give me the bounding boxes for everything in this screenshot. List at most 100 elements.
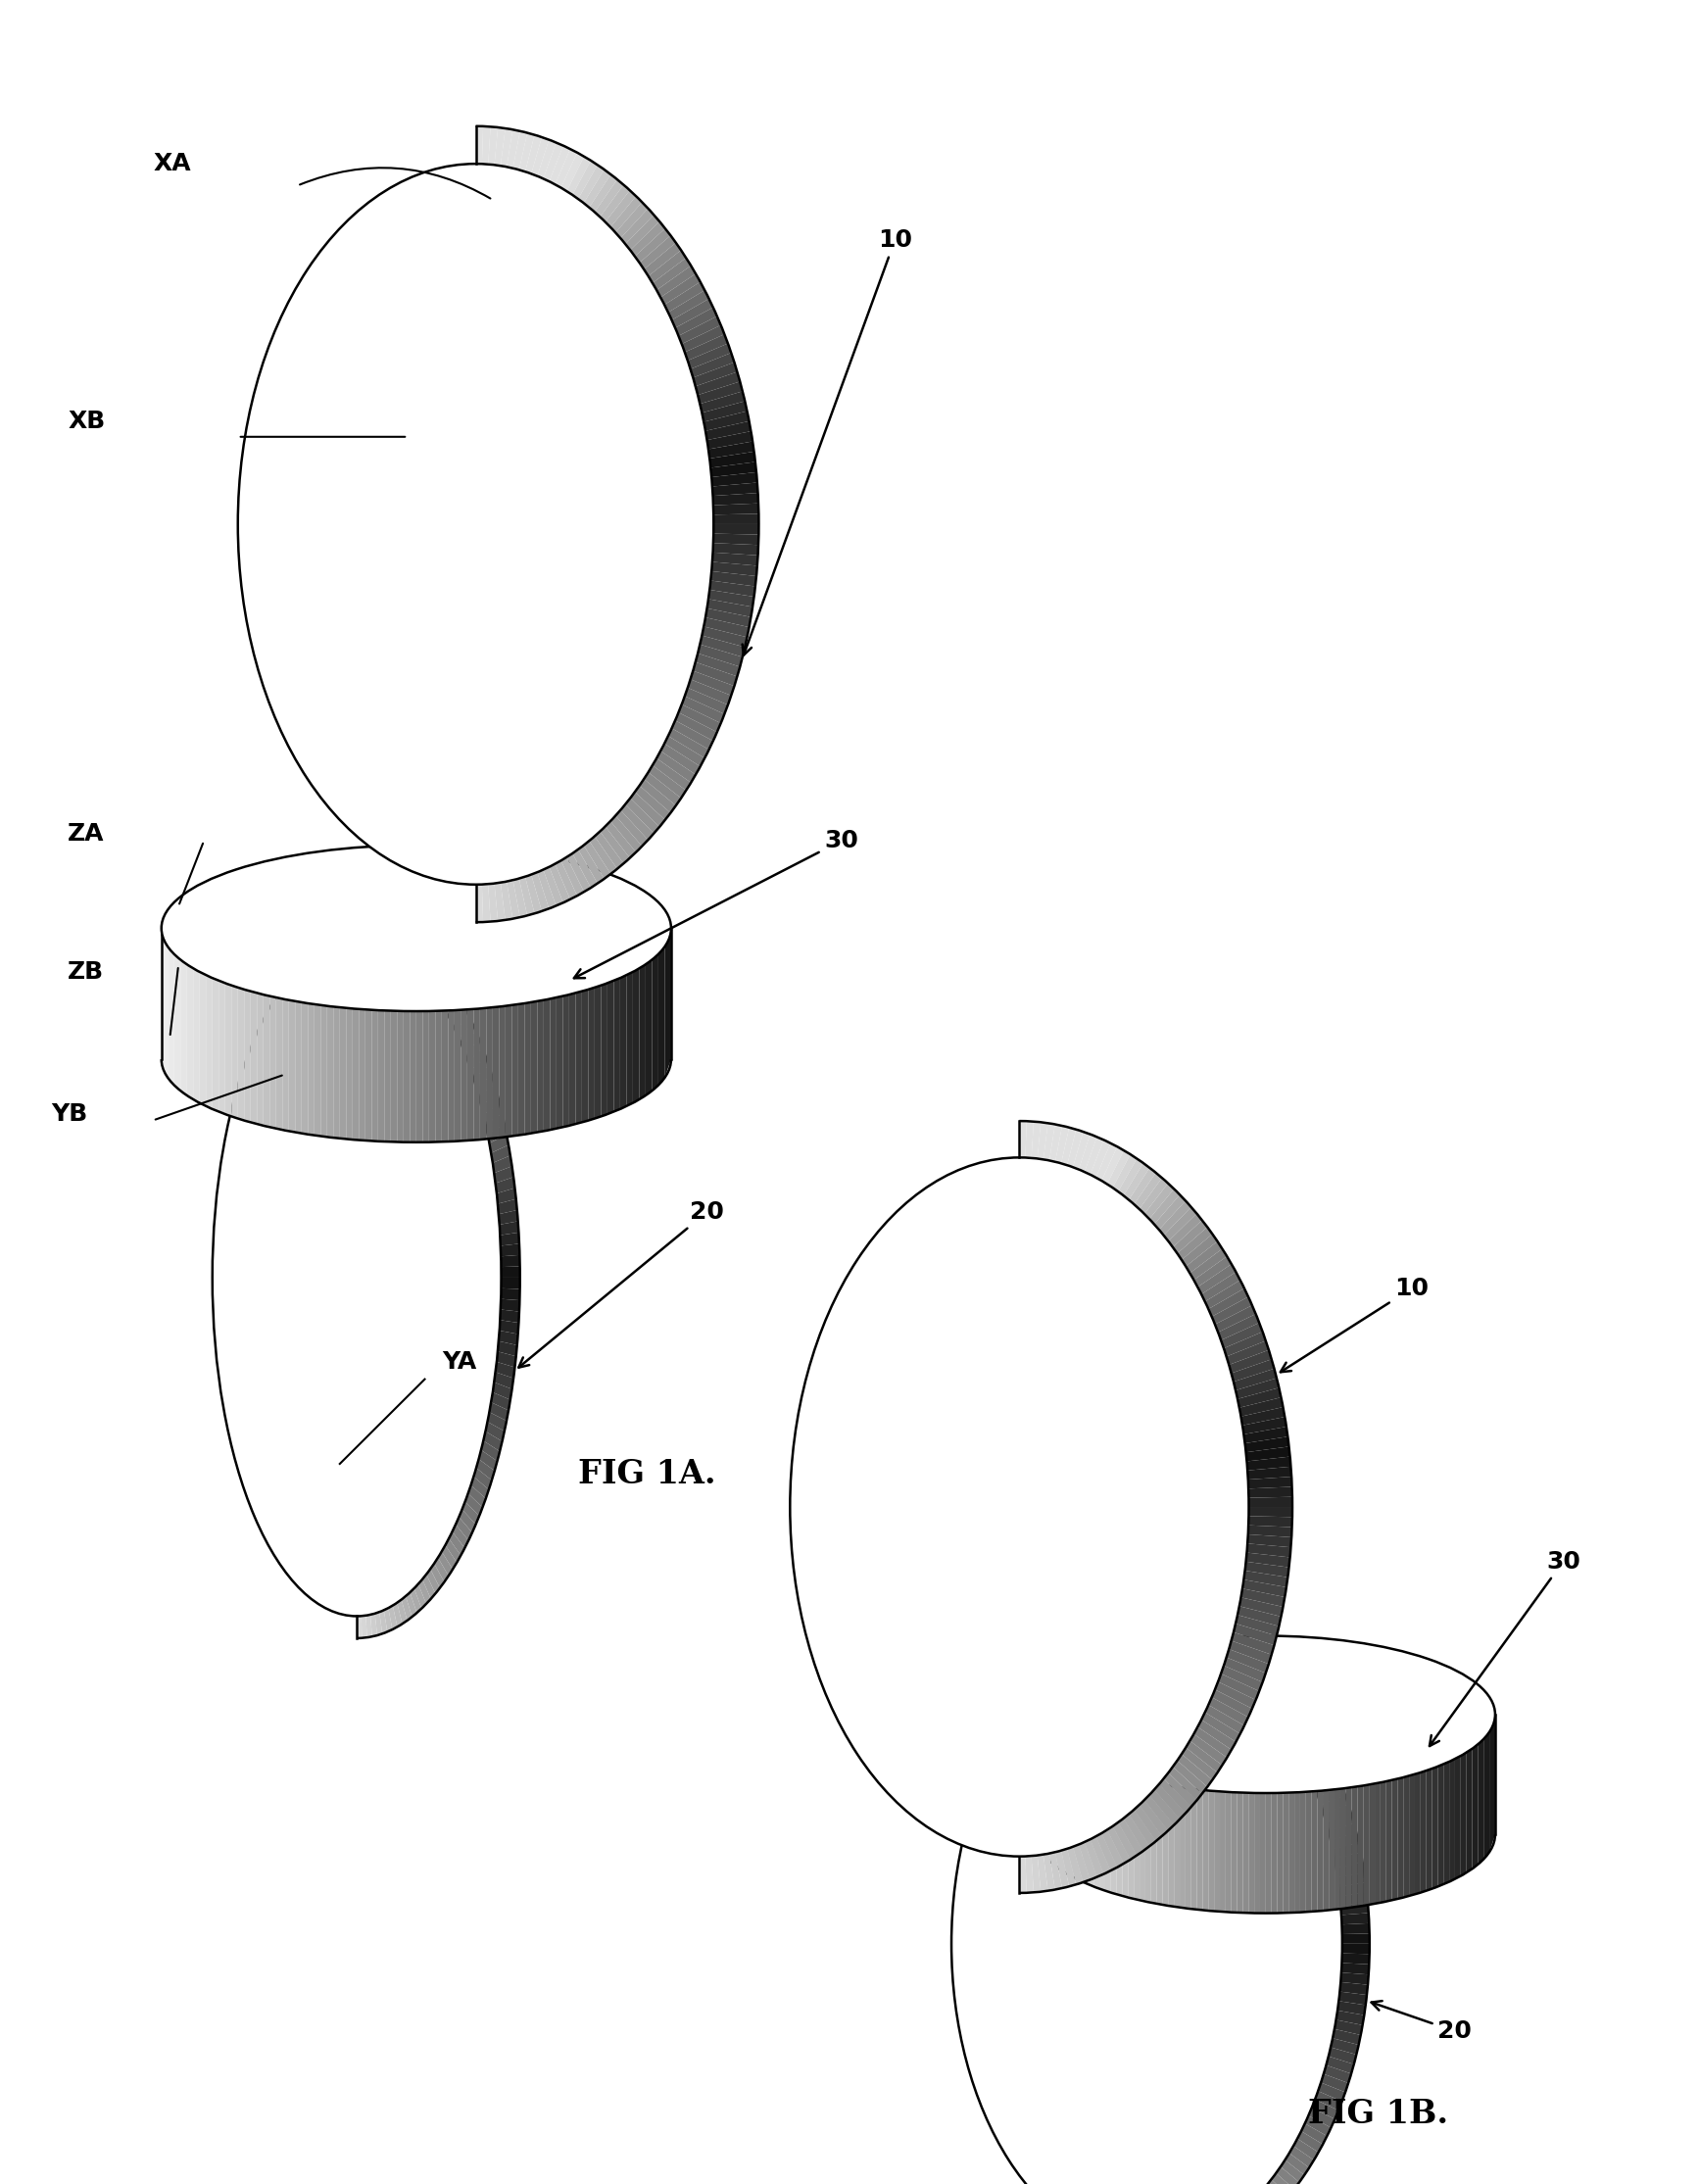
Polygon shape [496, 1177, 515, 1192]
Polygon shape [1128, 1778, 1133, 1898]
Polygon shape [423, 1011, 428, 1142]
Polygon shape [1169, 1767, 1201, 1800]
Polygon shape [1189, 1625, 1203, 1647]
Polygon shape [486, 1114, 505, 1133]
Polygon shape [1271, 1693, 1295, 1714]
Polygon shape [1181, 1234, 1218, 1267]
Polygon shape [518, 1002, 525, 1136]
Polygon shape [1261, 1793, 1266, 1913]
Polygon shape [1154, 1784, 1186, 1819]
Polygon shape [1249, 1496, 1293, 1507]
Polygon shape [1140, 1780, 1145, 1902]
Polygon shape [1352, 1787, 1358, 1907]
Polygon shape [1091, 1140, 1111, 1177]
Polygon shape [488, 1125, 506, 1142]
Polygon shape [308, 1002, 314, 1136]
Polygon shape [544, 867, 562, 906]
Polygon shape [693, 363, 737, 387]
Polygon shape [1084, 1839, 1104, 1876]
Polygon shape [1154, 1616, 1160, 1638]
Polygon shape [644, 242, 681, 275]
Polygon shape [1062, 1850, 1075, 1887]
Polygon shape [438, 978, 452, 1005]
Polygon shape [1337, 2001, 1366, 2016]
Polygon shape [610, 815, 642, 852]
Polygon shape [1237, 1605, 1281, 1627]
Polygon shape [489, 1133, 508, 1153]
Polygon shape [474, 1468, 491, 1489]
Polygon shape [1312, 1769, 1339, 1789]
Polygon shape [583, 989, 588, 1123]
Polygon shape [452, 1007, 469, 1031]
Polygon shape [347, 1009, 353, 1140]
Polygon shape [1308, 1760, 1335, 1780]
Polygon shape [1218, 1315, 1259, 1341]
Polygon shape [415, 1583, 426, 1607]
Polygon shape [398, 1599, 408, 1625]
Polygon shape [449, 1011, 454, 1142]
Polygon shape [1218, 1673, 1259, 1699]
Polygon shape [1191, 1789, 1196, 1909]
Polygon shape [664, 736, 705, 767]
Polygon shape [520, 876, 535, 915]
Polygon shape [635, 229, 671, 262]
Polygon shape [454, 1009, 460, 1142]
Polygon shape [562, 994, 569, 1127]
Polygon shape [1036, 1714, 1041, 1852]
Polygon shape [1201, 1712, 1240, 1743]
Polygon shape [455, 1518, 472, 1540]
Polygon shape [1315, 2090, 1342, 2110]
Polygon shape [257, 994, 263, 1125]
Polygon shape [1113, 1155, 1137, 1192]
Polygon shape [646, 959, 652, 1096]
Polygon shape [1169, 1214, 1201, 1247]
Polygon shape [1305, 2116, 1330, 2136]
Polygon shape [200, 972, 206, 1105]
Polygon shape [488, 882, 498, 922]
Polygon shape [690, 354, 734, 378]
Polygon shape [404, 1011, 409, 1142]
Polygon shape [675, 308, 717, 336]
Polygon shape [1179, 1787, 1186, 1909]
Polygon shape [1312, 2099, 1339, 2118]
Polygon shape [513, 878, 527, 917]
Polygon shape [409, 1011, 416, 1142]
Polygon shape [483, 127, 491, 164]
Polygon shape [476, 1075, 494, 1096]
Polygon shape [1307, 1791, 1312, 1911]
Polygon shape [635, 786, 671, 819]
Polygon shape [1149, 1188, 1179, 1225]
Polygon shape [1324, 1804, 1351, 1821]
Polygon shape [1346, 1787, 1352, 1909]
Polygon shape [1290, 2147, 1313, 2169]
Polygon shape [1171, 1618, 1183, 1642]
Polygon shape [506, 129, 520, 168]
Polygon shape [710, 572, 756, 587]
Polygon shape [1218, 1640, 1235, 1664]
Polygon shape [1189, 1734, 1227, 1765]
Polygon shape [698, 382, 742, 404]
Polygon shape [498, 1199, 516, 1214]
Text: 10: 10 [1281, 1278, 1429, 1372]
Polygon shape [1403, 1776, 1408, 1898]
Polygon shape [1312, 1791, 1317, 1911]
Polygon shape [1108, 1826, 1130, 1863]
Polygon shape [537, 1000, 544, 1131]
Polygon shape [1233, 1623, 1276, 1645]
Polygon shape [406, 1592, 416, 1616]
Polygon shape [479, 1085, 498, 1105]
Polygon shape [1208, 1289, 1249, 1317]
Polygon shape [498, 1210, 518, 1225]
Polygon shape [1222, 1666, 1262, 1690]
Polygon shape [479, 1009, 486, 1140]
Polygon shape [1247, 1535, 1291, 1546]
Polygon shape [1152, 1782, 1157, 1904]
Polygon shape [1096, 1832, 1118, 1872]
Polygon shape [1041, 1732, 1048, 1859]
Polygon shape [1123, 1776, 1128, 1898]
Polygon shape [685, 334, 727, 360]
Polygon shape [690, 670, 734, 695]
Polygon shape [1154, 1195, 1186, 1230]
Polygon shape [595, 832, 624, 869]
Polygon shape [423, 1575, 435, 1599]
